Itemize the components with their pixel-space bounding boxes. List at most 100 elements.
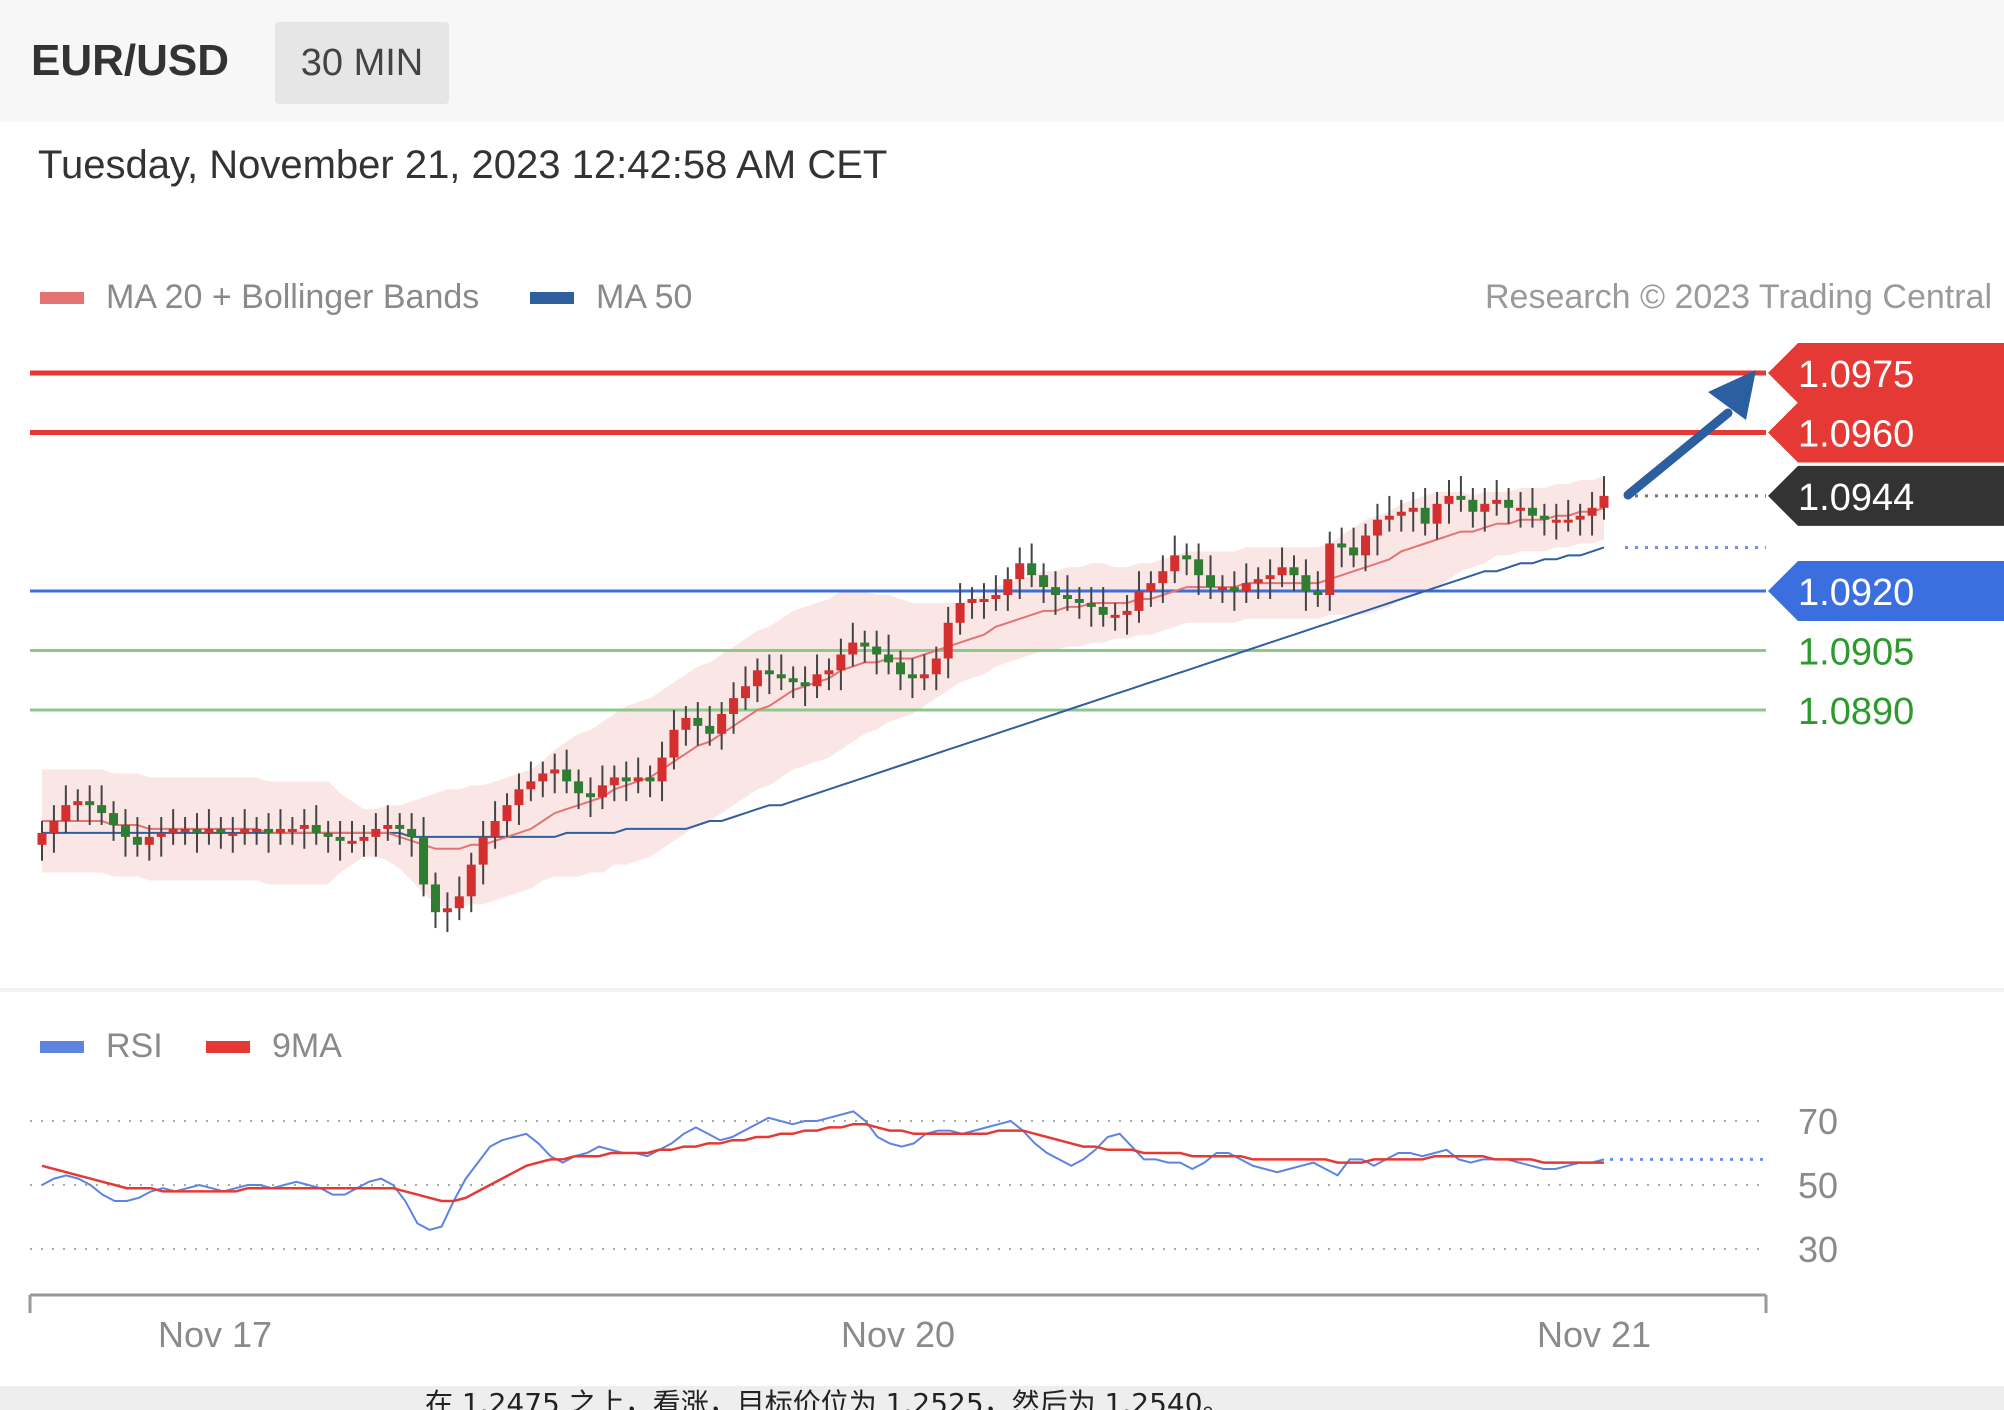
candle-body — [371, 828, 381, 837]
candle — [1337, 527, 1347, 568]
candle-body — [502, 805, 512, 822]
candle-body — [1146, 583, 1156, 592]
candle-body — [931, 658, 941, 675]
candle-body — [1241, 583, 1251, 592]
candle — [1301, 559, 1311, 611]
candle-body — [1170, 555, 1180, 572]
candle — [1039, 563, 1049, 603]
arrow-head — [1708, 370, 1756, 420]
candle — [585, 777, 595, 818]
candle — [1551, 503, 1561, 540]
candle-body — [1253, 579, 1263, 584]
symbol-title: EUR/USD — [31, 36, 230, 85]
candle-body — [287, 828, 297, 832]
candle — [120, 809, 130, 857]
candle-body — [657, 757, 667, 782]
candle — [1420, 487, 1430, 536]
legend-rsi-label: RSI — [106, 1027, 163, 1065]
candle-body — [1325, 543, 1335, 596]
target-arrow-icon — [1623, 370, 1756, 500]
chart-header: EUR/USD 30 MIN — [0, 0, 2004, 122]
candle — [1563, 499, 1573, 532]
candle-body — [550, 769, 560, 774]
candle — [1468, 487, 1478, 528]
candle-body — [419, 836, 429, 885]
candle — [705, 706, 715, 746]
candle-body — [1182, 555, 1192, 560]
rsi-line — [41, 1110, 1605, 1231]
candle-body — [407, 828, 417, 837]
candle-body — [1408, 507, 1418, 512]
candle — [490, 801, 500, 849]
candle — [1051, 571, 1061, 615]
candle — [645, 765, 655, 798]
candle-body — [693, 717, 703, 726]
level-label: 1.0905 — [1798, 632, 1914, 674]
candle — [1408, 491, 1418, 532]
candle — [1313, 571, 1323, 607]
candle-body — [1492, 499, 1502, 504]
candle-body — [1301, 575, 1311, 592]
candle-body — [526, 781, 536, 790]
candle — [478, 821, 488, 885]
candle-body — [1158, 571, 1168, 584]
candle — [347, 821, 357, 853]
candle — [1015, 547, 1025, 599]
candle-body — [729, 698, 739, 714]
candle — [1504, 487, 1514, 524]
candle-body — [991, 595, 1001, 599]
candle-body — [955, 602, 965, 623]
candle-body — [967, 598, 977, 603]
candle-body — [109, 813, 119, 825]
level-tag — [1768, 465, 2004, 526]
candle — [311, 805, 321, 845]
candle-body — [275, 828, 285, 833]
candle — [943, 606, 953, 679]
candle — [1444, 480, 1454, 524]
copyright-text: Research © 2023 Trading Central — [1485, 278, 1992, 316]
candle — [991, 575, 1001, 611]
candle — [1361, 523, 1371, 572]
candle-body — [1587, 507, 1597, 516]
candle — [1384, 495, 1394, 532]
candle-body — [1384, 515, 1394, 520]
candle — [1492, 480, 1502, 516]
candle-body — [574, 781, 584, 794]
candle-body — [1337, 543, 1347, 548]
candle-body — [514, 789, 524, 806]
legend-rsi: RSI — [40, 1027, 163, 1066]
candle — [681, 706, 691, 746]
candle — [1217, 575, 1227, 603]
candle — [717, 702, 727, 750]
candle — [860, 630, 870, 663]
candle — [204, 809, 214, 845]
candle — [1527, 487, 1537, 528]
candle — [1480, 487, 1490, 532]
candle — [1122, 595, 1132, 635]
candle — [454, 876, 464, 921]
legend-ma20: MA 20 + Bollinger Bands — [40, 278, 479, 317]
candle-body — [740, 686, 750, 699]
candle — [1289, 555, 1299, 592]
bottom-text: 在 1.2475 之上，看涨，目标价位为 1.2525，然后为 1.2540。 — [425, 1387, 1231, 1410]
candle — [502, 793, 512, 837]
candle — [514, 773, 524, 825]
candle — [323, 821, 333, 853]
panel-divider — [0, 988, 2004, 992]
candle — [1182, 543, 1192, 576]
candle-body — [1086, 602, 1096, 607]
candle-body — [1039, 575, 1049, 588]
candle-body — [681, 717, 691, 730]
candle — [287, 817, 297, 845]
candle — [1194, 543, 1204, 596]
candle — [1539, 503, 1549, 536]
candle — [597, 765, 607, 810]
candle-body — [383, 824, 393, 829]
candle-body — [478, 836, 488, 865]
timeframe-button[interactable]: 30 MIN — [275, 22, 449, 104]
candle-body — [836, 654, 846, 671]
bottom-strip: 在 1.2475 之上，看涨，目标价位为 1.2525，然后为 1.2540。 — [0, 1386, 2004, 1410]
candle — [896, 650, 906, 691]
candle-body — [1229, 587, 1239, 592]
candle — [872, 630, 882, 675]
